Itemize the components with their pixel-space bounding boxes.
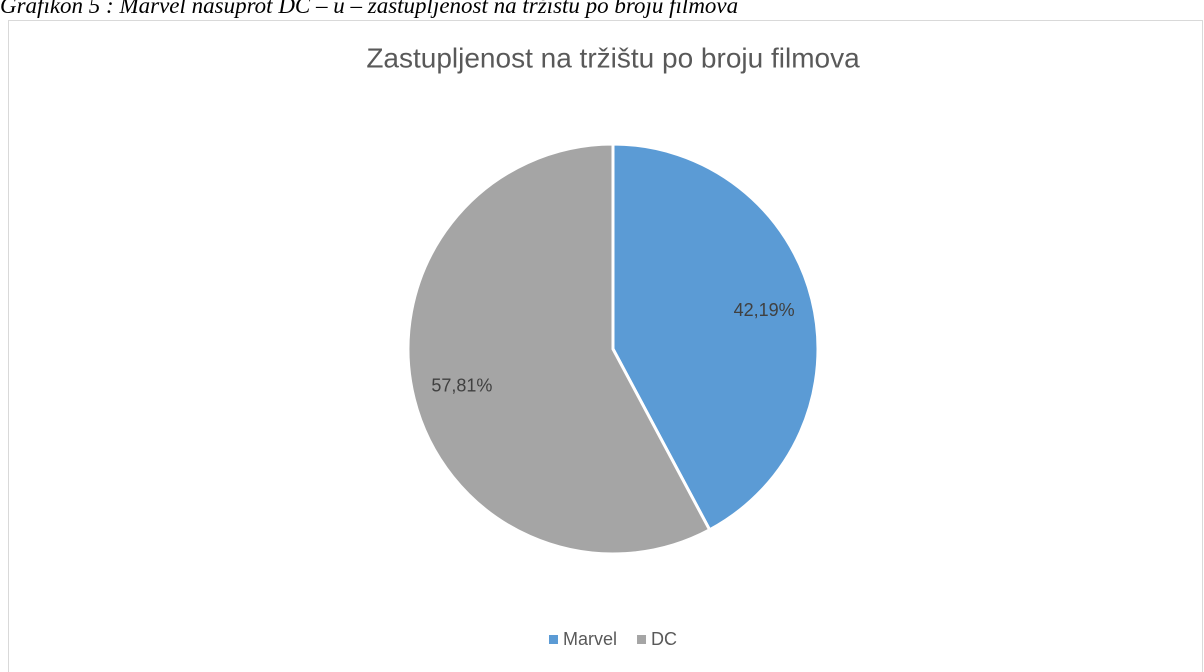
pie-slice: [406, 142, 712, 556]
legend-swatch: [637, 635, 647, 644]
chart-title: Zastupljenost na tržištu po broju filmov…: [366, 42, 860, 73]
legend-label: Marvel: [563, 629, 617, 649]
legend-swatch: [548, 635, 558, 644]
caption: Grafikon 5 : Marvel nasuprot DC – u – za…: [0, 0, 738, 18]
pie-slice: [611, 142, 820, 532]
data-label: 42,19%: [734, 300, 795, 320]
legend-label: DC: [651, 629, 677, 649]
data-label: 57,81%: [431, 376, 492, 396]
